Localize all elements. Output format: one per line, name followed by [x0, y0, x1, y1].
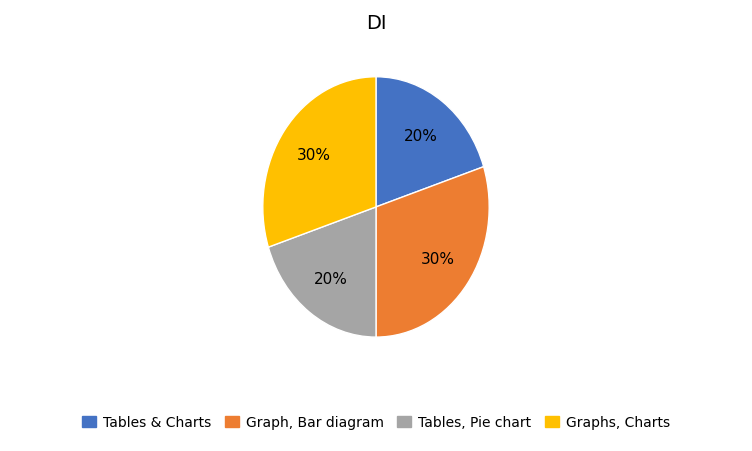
Wedge shape	[268, 207, 376, 337]
Wedge shape	[376, 78, 484, 207]
Text: 20%: 20%	[314, 272, 347, 286]
Text: 20%: 20%	[405, 129, 438, 143]
Legend: Tables & Charts, Graph, Bar diagram, Tables, Pie chart, Graphs, Charts: Tables & Charts, Graph, Bar diagram, Tab…	[76, 410, 676, 435]
Text: 30%: 30%	[297, 148, 331, 163]
Text: 30%: 30%	[421, 252, 455, 267]
Title: DI: DI	[365, 14, 387, 32]
Wedge shape	[376, 167, 490, 337]
Wedge shape	[262, 78, 376, 248]
